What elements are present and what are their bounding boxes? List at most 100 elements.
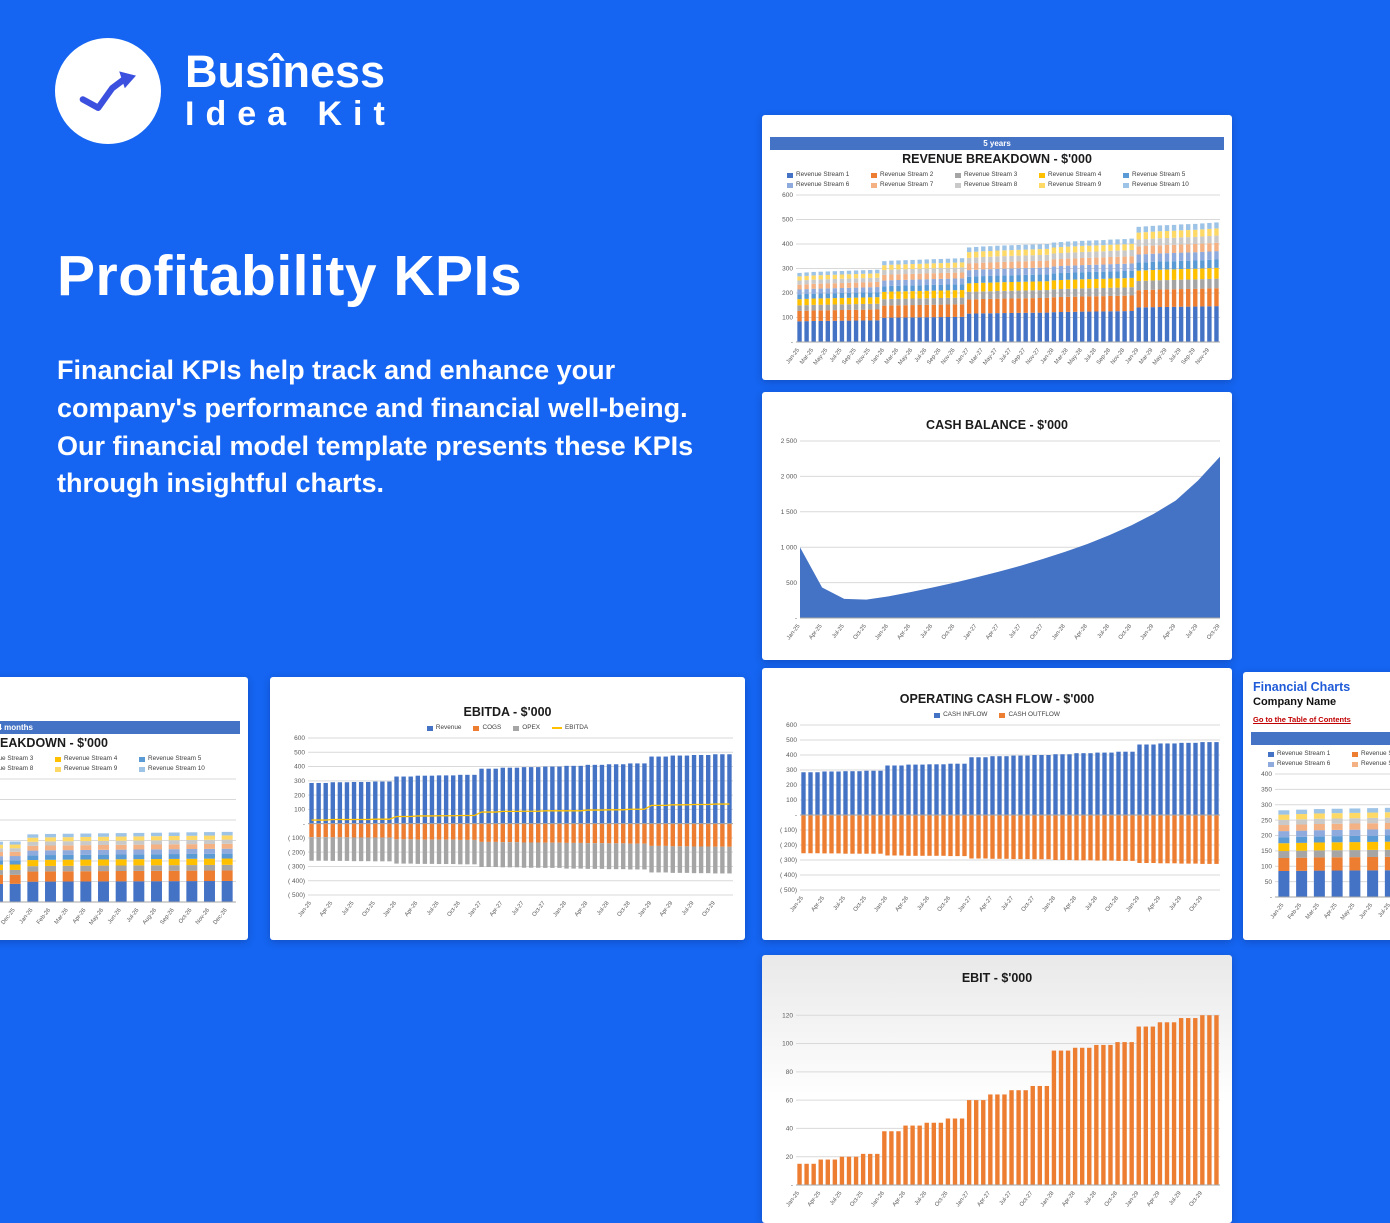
legend-item: Revenue — [426, 723, 462, 733]
svg-text:Oct-26: Oct-26 — [937, 896, 952, 913]
panel-title: Financial Charts — [1253, 680, 1351, 694]
legend-item: CASH OUTFLOW — [999, 710, 1060, 720]
svg-text:500: 500 — [782, 217, 793, 224]
svg-text:Oct-27: Oct-27 — [1019, 1191, 1034, 1208]
svg-text:Apr-26: Apr-26 — [72, 908, 87, 925]
svg-text:2 500: 2 500 — [781, 438, 798, 445]
svg-text:Apr-25: Apr-25 — [808, 624, 823, 641]
svg-text:Apr-27: Apr-27 — [976, 1191, 991, 1208]
svg-text:May-29: May-29 — [1152, 348, 1169, 367]
svg-text:Apr-26: Apr-26 — [897, 624, 912, 641]
svg-text:Jul-25: Jul-25 — [1377, 903, 1390, 919]
svg-text:May-28: May-28 — [1067, 348, 1084, 367]
legend-item: Revenue Stream 6 — [787, 180, 871, 190]
legend-label: COGS — [482, 724, 502, 731]
svg-text:Jan-28: Jan-28 — [552, 901, 568, 919]
svg-text:Jul-26: Jul-26 — [920, 624, 934, 640]
chart-title: CASH BALANCE - $'000 — [926, 418, 1068, 432]
legend-swatch — [787, 172, 793, 178]
svg-text:Jul-28: Jul-28 — [1097, 624, 1111, 640]
svg-text:Jul-28: Jul-28 — [1083, 1191, 1097, 1207]
svg-text:40: 40 — [786, 1126, 794, 1133]
svg-text:Apr-29: Apr-29 — [1146, 1191, 1161, 1208]
legend-swatch — [1352, 761, 1358, 767]
legend-label: Revenue — [435, 724, 462, 731]
legend-item: CASH INFLOW — [934, 710, 987, 720]
table-of-contents-link[interactable]: Go to the Table of Contents — [1253, 715, 1351, 724]
svg-text:Dec-26: Dec-26 — [213, 908, 229, 926]
svg-text:200: 200 — [294, 792, 305, 799]
svg-text:Jan-25: Jan-25 — [297, 901, 313, 919]
svg-text:Nov-26: Nov-26 — [940, 348, 956, 366]
legend-swatch — [1268, 751, 1274, 757]
svg-text:( 500): ( 500) — [288, 892, 305, 899]
svg-text:Feb-25: Feb-25 — [1287, 903, 1303, 921]
legend-item: Revenue Stream 10 — [139, 764, 223, 774]
brand-name: Busîness — [185, 45, 386, 97]
cash-balance-card: CASH BALANCE - $'000 2 500 2 000 1 500 1 00… — [762, 392, 1232, 660]
svg-text:Apr-25: Apr-25 — [811, 896, 826, 913]
svg-text:2 000: 2 000 — [781, 474, 798, 481]
legend-item: Revenue Stream 2 — [1352, 749, 1390, 759]
svg-text:Oct-25: Oct-25 — [852, 624, 867, 641]
legend-swatch — [55, 756, 61, 762]
svg-text:100: 100 — [294, 807, 305, 814]
svg-text:Mar-25: Mar-25 — [1305, 903, 1321, 921]
svg-text:Jul-27: Jul-27 — [1001, 896, 1015, 912]
legend-label: Revenue Stream 10 — [148, 765, 205, 772]
legend-label: Revenue Stream 6 — [1277, 760, 1331, 767]
svg-text:300: 300 — [782, 266, 793, 273]
svg-text:-: - — [795, 812, 797, 819]
svg-text:Jan-26: Jan-26 — [870, 1191, 886, 1209]
chart-svg: 600500400300200100-Jan-25Feb-25Mar-25Apr… — [0, 778, 236, 926]
svg-text:Oct-27: Oct-27 — [1021, 896, 1036, 913]
chart-title: EBIT - $'000 — [961, 971, 1033, 985]
revenue-breakdown-24m-card: 24 months REVENUE BREAKDOWN - $'000 Reve… — [0, 677, 248, 940]
svg-text:Oct-25: Oct-25 — [849, 1191, 864, 1208]
legend-label: CASH INFLOW — [943, 711, 988, 718]
legend-label: OPEX — [522, 724, 541, 731]
period-badge: 24 months — [0, 721, 240, 734]
chart-svg: 120 100 80 60 40 20 - Jan-25 Apr-25 Jul-25 Oct-25 J… — [782, 1012, 1220, 1209]
legend-swatch — [787, 182, 793, 188]
legend-item: Revenue Stream 5 — [1123, 170, 1207, 180]
legend-item: Revenue Stream 7 — [871, 180, 955, 190]
svg-text:Sep-26: Sep-26 — [159, 908, 175, 926]
legend-swatch — [1039, 172, 1045, 178]
svg-text:-: - — [1270, 894, 1272, 901]
legend-label: Revenue Stream 1 — [796, 171, 850, 178]
chart-title: OPERATING CASH FLOW - $'000 — [899, 692, 1095, 706]
legend-label: Revenue Stream 10 — [1132, 181, 1189, 188]
svg-text:100: 100 — [782, 1041, 793, 1048]
svg-text:Jan-25: Jan-25 — [789, 896, 805, 914]
svg-text:Jan-27: Jan-27 — [467, 901, 483, 919]
svg-text:May-27: May-27 — [982, 348, 999, 367]
svg-text:Jul-26: Jul-26 — [914, 1191, 928, 1207]
svg-text:Apr-28: Apr-28 — [574, 901, 589, 918]
svg-text:600: 600 — [294, 735, 305, 742]
svg-text:Jan-26: Jan-26 — [874, 624, 890, 642]
chart-svg: 600 500 400 300 200 100 - ( 100) ( 200) ( 300) ( 4… — [288, 735, 733, 919]
trend-arrow-icon — [79, 71, 136, 111]
legend-label: Revenue Stream 4 — [1048, 171, 1102, 178]
legend-swatch — [1123, 172, 1129, 178]
legend-swatch — [871, 172, 877, 178]
svg-text:Oct-26: Oct-26 — [178, 908, 193, 925]
svg-text:Apr-28: Apr-28 — [1063, 896, 1078, 913]
legend-swatch — [1039, 182, 1045, 188]
svg-text:100: 100 — [1261, 863, 1272, 870]
svg-text:Jul-26: Jul-26 — [126, 908, 140, 924]
svg-text:120: 120 — [782, 1012, 793, 1019]
legend-item: Revenue Stream 4 — [55, 754, 139, 764]
legend-swatch — [426, 725, 433, 731]
svg-text:Jan-29: Jan-29 — [1125, 1191, 1141, 1209]
svg-text:Apr-27: Apr-27 — [985, 624, 1000, 641]
svg-text:( 200): ( 200) — [288, 849, 305, 856]
svg-text:Oct-26: Oct-26 — [941, 624, 956, 641]
svg-text:60: 60 — [786, 1097, 794, 1104]
svg-text:Apr-27: Apr-27 — [979, 896, 994, 913]
svg-text:Jul-29: Jul-29 — [1168, 1191, 1182, 1207]
legend-label: EBITDA — [565, 724, 589, 731]
svg-text:Jul-27: Jul-27 — [999, 1191, 1013, 1207]
operating-cash-flow-chart: 600 500 400 300 200 100 - ( 100) ( 200) ( 300) ( 4… — [768, 720, 1226, 920]
